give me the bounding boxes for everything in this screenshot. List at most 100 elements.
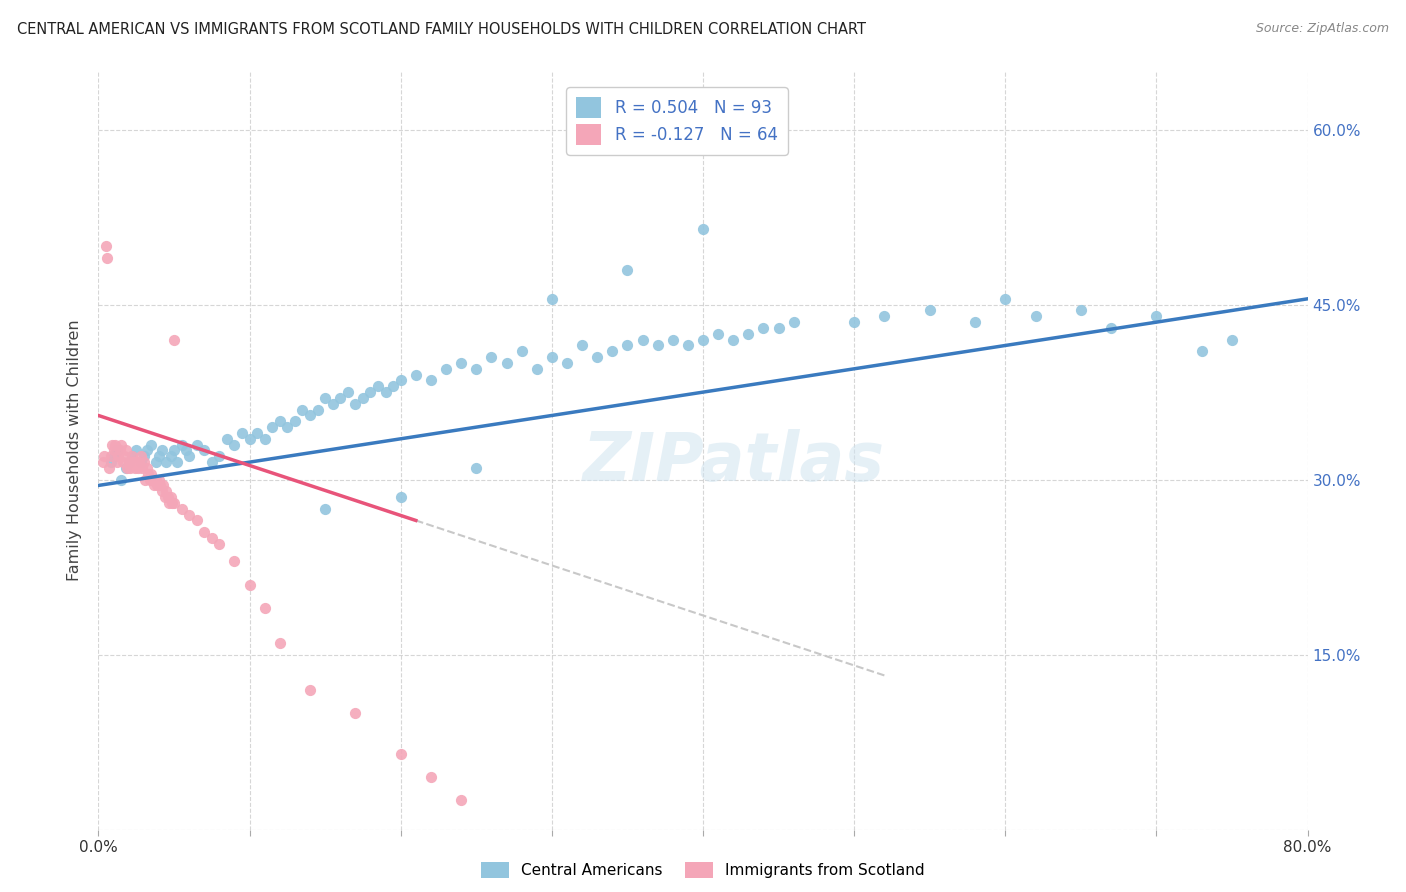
- Point: [118, 455, 141, 469]
- Point: [352, 391, 374, 405]
- Point: [93, 450, 115, 464]
- Point: [91, 455, 114, 469]
- Point: [1024, 310, 1046, 324]
- Point: [322, 397, 344, 411]
- Point: [1191, 344, 1213, 359]
- Point: [110, 473, 132, 487]
- Point: [108, 443, 131, 458]
- Point: [155, 484, 177, 499]
- Point: [111, 455, 134, 469]
- Point: [231, 425, 253, 440]
- Point: [481, 350, 503, 364]
- Point: [844, 315, 866, 329]
- Point: [994, 292, 1017, 306]
- Point: [115, 461, 138, 475]
- Point: [105, 455, 128, 469]
- Point: [170, 501, 193, 516]
- Point: [163, 496, 186, 510]
- Text: CENTRAL AMERICAN VS IMMIGRANTS FROM SCOTLAND FAMILY HOUSEHOLDS WITH CHILDREN COR: CENTRAL AMERICAN VS IMMIGRANTS FROM SCOT…: [17, 22, 866, 37]
- Point: [124, 461, 146, 475]
- Point: [1220, 333, 1243, 347]
- Point: [100, 455, 122, 469]
- Point: [314, 391, 336, 405]
- Point: [103, 450, 125, 464]
- Point: [141, 467, 163, 481]
- Point: [135, 443, 157, 458]
- Point: [299, 409, 322, 423]
- Point: [120, 461, 142, 475]
- Point: [170, 437, 193, 451]
- Point: [224, 554, 246, 568]
- Point: [269, 636, 291, 650]
- Point: [253, 601, 276, 615]
- Y-axis label: Family Households with Children: Family Households with Children: [67, 319, 83, 582]
- Point: [179, 450, 201, 464]
- Point: [336, 385, 359, 400]
- Point: [1070, 303, 1092, 318]
- Point: [571, 338, 593, 352]
- Point: [676, 338, 699, 352]
- Point: [647, 338, 669, 352]
- Point: [224, 437, 246, 451]
- Text: Source: ZipAtlas.com: Source: ZipAtlas.com: [1256, 22, 1389, 36]
- Point: [246, 425, 269, 440]
- Point: [110, 437, 132, 451]
- Point: [510, 344, 533, 359]
- Point: [602, 344, 624, 359]
- Point: [159, 496, 181, 510]
- Point: [153, 490, 176, 504]
- Point: [141, 437, 163, 451]
- Point: [131, 461, 153, 475]
- Point: [783, 315, 806, 329]
- Point: [586, 350, 609, 364]
- Point: [148, 450, 170, 464]
- Point: [389, 747, 412, 761]
- Point: [367, 379, 389, 393]
- Point: [1099, 321, 1122, 335]
- Point: [360, 385, 382, 400]
- Point: [107, 450, 129, 464]
- Point: [103, 443, 125, 458]
- Point: [276, 420, 298, 434]
- Point: [149, 478, 172, 492]
- Point: [122, 455, 145, 469]
- Point: [136, 467, 159, 481]
- Point: [692, 333, 714, 347]
- Point: [125, 443, 148, 458]
- Point: [186, 513, 208, 527]
- Point: [156, 490, 179, 504]
- Legend: R = 0.504   N = 93, R = -0.127   N = 64: R = 0.504 N = 93, R = -0.127 N = 64: [567, 87, 787, 154]
- Point: [737, 326, 759, 341]
- Point: [692, 222, 714, 236]
- Point: [465, 361, 488, 376]
- Point: [420, 374, 443, 388]
- Point: [873, 310, 896, 324]
- Point: [450, 793, 472, 807]
- Point: [314, 501, 336, 516]
- Point: [269, 414, 291, 428]
- Point: [389, 490, 412, 504]
- Point: [723, 333, 745, 347]
- Point: [160, 490, 183, 504]
- Point: [139, 473, 162, 487]
- Point: [121, 450, 143, 464]
- Point: [208, 537, 231, 551]
- Point: [155, 455, 177, 469]
- Point: [420, 770, 443, 784]
- Point: [129, 450, 152, 464]
- Point: [134, 473, 156, 487]
- Point: [707, 326, 730, 341]
- Point: [329, 391, 352, 405]
- Point: [344, 706, 367, 720]
- Point: [434, 361, 457, 376]
- Point: [163, 333, 186, 347]
- Point: [284, 414, 307, 428]
- Point: [186, 437, 208, 451]
- Point: [114, 443, 136, 458]
- Point: [125, 455, 148, 469]
- Point: [450, 356, 472, 370]
- Point: [150, 443, 173, 458]
- Point: [540, 292, 562, 306]
- Point: [105, 443, 128, 458]
- Point: [262, 420, 284, 434]
